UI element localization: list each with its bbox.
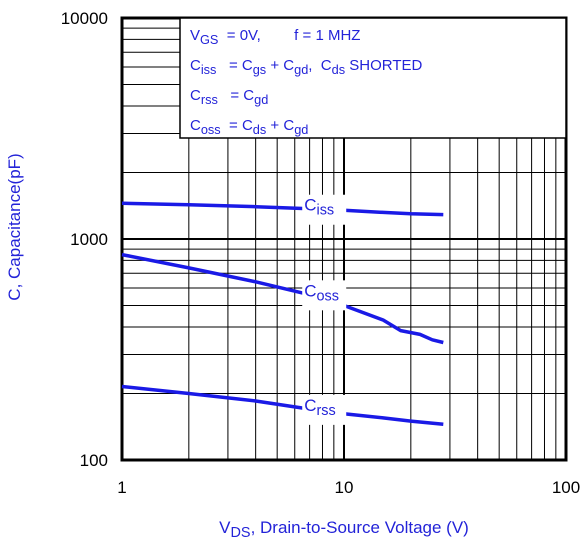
legend-line: VGS = 0V, f = 1 MHZ <box>190 27 360 47</box>
text-span: V <box>190 27 200 44</box>
y-tick-label: 10000 <box>61 9 108 28</box>
legend-box <box>179 17 567 139</box>
subscript: gd <box>254 92 268 107</box>
x-tick-label: 10 <box>335 478 354 497</box>
legend-line: Crss = Cgd <box>190 87 268 107</box>
legend-line: Ciss = Cgs + Cgd, Cds SHORTED <box>190 57 423 77</box>
y-tick-label: 1000 <box>70 230 108 249</box>
text-span: = 0V, f = 1 MHZ <box>218 27 360 44</box>
series-label-bg <box>302 280 347 311</box>
subscript: ds <box>253 122 266 137</box>
text-span: C <box>304 396 316 415</box>
y-axis-label: C, Capacitance(pF) <box>5 153 24 300</box>
x-tick-label: 100 <box>552 478 580 497</box>
axis-labels: VDS, Drain-to-Source Voltage (V) C, Capac… <box>5 153 469 541</box>
subscript: gd <box>294 62 308 77</box>
subscript: gs <box>253 62 266 77</box>
text-span: = C <box>216 57 252 74</box>
y-tick-label: 100 <box>80 451 108 470</box>
text-span: , C <box>308 57 332 74</box>
legend-line: Coss = Cds + Cgd <box>190 117 308 137</box>
subscript: rss <box>317 403 336 419</box>
text-span: SHORTED <box>345 57 422 74</box>
series-label-crss: Crss <box>304 396 336 419</box>
text-span: C <box>304 196 316 215</box>
text-span: C <box>190 87 201 104</box>
series-line-crss <box>121 384 444 427</box>
series-label-bg <box>302 194 347 225</box>
text-span: , Drain-to-Source Voltage (V) <box>251 518 469 537</box>
tick-labels: 1 10 100 100 1000 10000 <box>61 9 580 497</box>
series-line-coss <box>121 252 444 345</box>
series-line-ciss <box>121 201 444 217</box>
subscript: gd <box>294 122 308 137</box>
text-span: = C <box>221 117 253 134</box>
subscript: iss <box>201 62 217 77</box>
subscript: DS <box>231 525 251 541</box>
subscript: oss <box>317 289 339 305</box>
text-span: + C <box>266 57 294 74</box>
subscript: GS <box>200 32 218 47</box>
subscript: rss <box>201 92 218 107</box>
subscript: iss <box>317 203 335 219</box>
series-label-bg <box>302 394 347 425</box>
text-span: + C <box>266 117 294 134</box>
series-label-ciss: Ciss <box>304 196 334 219</box>
x-tick-label: 1 <box>117 478 126 497</box>
text-span: C <box>304 281 316 300</box>
text-span: = C <box>218 87 254 104</box>
subscript: oss <box>201 122 221 137</box>
text-span: V <box>219 518 231 537</box>
subscript: ds <box>332 62 345 77</box>
series-lines <box>121 201 444 427</box>
text-span: C <box>190 117 201 134</box>
x-axis-label: VDS, Drain-to-Source Voltage (V) <box>219 518 469 541</box>
text-span: C <box>190 57 201 74</box>
series-label-coss: Coss <box>304 281 339 304</box>
